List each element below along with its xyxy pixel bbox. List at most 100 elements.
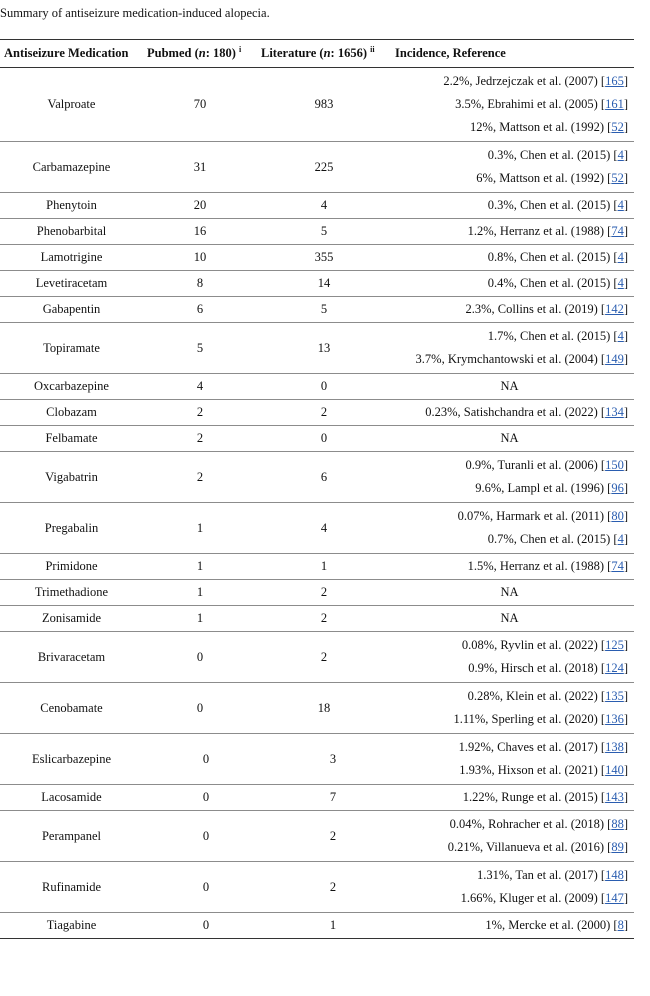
table-row: Felbamate 2 0 NA xyxy=(0,425,634,452)
literature-count-cell: 2 xyxy=(257,605,391,632)
reference-link[interactable]: 80 xyxy=(611,509,624,523)
reference-bracket: ] xyxy=(623,817,628,831)
incidence-cell: 1.22%, Runge et al. (2015) [143] xyxy=(391,784,634,811)
incidence-text: 0.28%, Klein et al. (2022) [ xyxy=(467,689,606,703)
incidence-text: 0.7%, Chen et al. (2015) [ xyxy=(487,532,618,546)
reference-link[interactable]: 74 xyxy=(611,559,624,573)
incidence-cell: 1%, Mercke et al. (2000) [8] xyxy=(391,912,634,939)
header-literature: Literature (n: 1656) ii xyxy=(257,39,391,68)
pubmed-count-cell: 1 xyxy=(143,502,257,554)
incidence-cell: NA xyxy=(391,425,634,452)
pubmed-count-cell: 0 xyxy=(143,861,257,913)
reference-link[interactable]: 150 xyxy=(605,458,624,472)
reference-link[interactable]: 4 xyxy=(617,276,624,290)
reference-link[interactable]: 4 xyxy=(617,198,624,212)
literature-count-cell: 13 xyxy=(257,322,391,374)
incidence-text: 1.66%, Kluger et al. (2009) [ xyxy=(460,891,606,905)
incidence-cell: NA xyxy=(391,373,634,400)
reference-link[interactable]: 148 xyxy=(605,868,624,882)
incidence-cell: 1.7%, Chen et al. (2015) [4] 3.7%, Krymch… xyxy=(391,322,634,374)
medication-cell: Lamotrigine xyxy=(0,244,143,271)
medication-cell: Eslicarbazepine xyxy=(0,733,143,785)
incidence-text: 0.08%, Ryvlin et al. (2022) [ xyxy=(461,638,606,652)
reference-link[interactable]: 88 xyxy=(611,817,624,831)
header-medication: Antiseizure Medication xyxy=(0,39,143,68)
literature-count-cell: 4 xyxy=(257,502,391,554)
header-incidence: Incidence, Reference xyxy=(391,39,634,68)
literature-count-cell: 225 xyxy=(257,141,391,193)
reference-bracket: ] xyxy=(623,276,628,290)
reference-link[interactable]: 125 xyxy=(605,638,624,652)
incidence-entry: 3.7%, Krymchantowski et al. (2004) [149] xyxy=(391,348,628,371)
reference-link[interactable]: 4 xyxy=(617,329,624,343)
incidence-cell: 1.2%, Herranz et al. (1988) [74] xyxy=(391,218,634,245)
reference-link[interactable]: 143 xyxy=(605,790,624,804)
reference-link[interactable]: 4 xyxy=(617,532,624,546)
pubmed-count-cell: 31 xyxy=(143,141,257,193)
incidence-entry: 0.08%, Ryvlin et al. (2022) [125] xyxy=(391,634,628,657)
reference-bracket: ] xyxy=(623,302,628,316)
reference-link[interactable]: 74 xyxy=(611,224,624,238)
incidence-entry: 1.5%, Herranz et al. (1988) [74] xyxy=(391,555,628,578)
incidence-entry: 1.66%, Kluger et al. (2009) [147] xyxy=(391,887,628,910)
literature-count-cell: 6 xyxy=(257,451,391,503)
reference-link[interactable]: 138 xyxy=(605,740,624,754)
reference-bracket: ] xyxy=(623,224,628,238)
reference-bracket: ] xyxy=(623,171,628,185)
reference-link[interactable]: 96 xyxy=(611,481,624,495)
incidence-entry: 1%, Mercke et al. (2000) [8] xyxy=(391,914,628,937)
reference-link[interactable]: 147 xyxy=(605,891,624,905)
table-row: Phenobarbital 16 5 1.2%, Herranz et al. (19… xyxy=(0,218,634,245)
reference-bracket: ] xyxy=(623,661,628,675)
incidence-entry: 9.6%, Lampl et al. (1996) [96] xyxy=(391,477,628,500)
reference-bracket: ] xyxy=(623,148,628,162)
literature-count-cell: 2 xyxy=(257,579,391,606)
incidence-entry: 0.3%, Chen et al. (2015) [4] xyxy=(391,144,628,167)
reference-link[interactable]: 149 xyxy=(605,352,624,366)
reference-link[interactable]: 140 xyxy=(605,763,624,777)
incidence-entry: 6%, Mattson et al. (1992) [52] xyxy=(391,167,628,190)
incidence-cell: 0.9%, Turanli et al. (2006) [150] 9.6%, L… xyxy=(391,451,634,503)
reference-link[interactable]: 124 xyxy=(605,661,624,675)
literature-count-cell: 1 xyxy=(257,912,391,939)
reference-bracket: ] xyxy=(623,74,628,88)
reference-link[interactable]: 4 xyxy=(617,148,624,162)
reference-bracket: ] xyxy=(623,689,628,703)
table-row: Cenobamate 0 18 0.28%, Klein et al. (2022) … xyxy=(0,682,634,734)
reference-link[interactable]: 161 xyxy=(605,97,624,111)
incidence-cell: 0.28%, Klein et al. (2022) [135] 1.11%, S… xyxy=(391,682,634,734)
reference-link[interactable]: 134 xyxy=(605,405,624,419)
table-row: Levetiracetam 8 14 0.4%, Chen et al. (2015)… xyxy=(0,270,634,297)
incidence-entry: 0.04%, Rohracher et al. (2018) [88] xyxy=(391,813,628,836)
medication-cell: Rufinamide xyxy=(0,861,143,913)
incidence-entry: 1.22%, Runge et al. (2015) [143] xyxy=(391,786,628,809)
table-row: Zonisamide 1 2 NA xyxy=(0,605,634,632)
reference-link[interactable]: 142 xyxy=(605,302,624,316)
incidence-cell: 0.3%, Chen et al. (2015) [4] 6%, Mattson … xyxy=(391,141,634,193)
incidence-cell: 1.5%, Herranz et al. (1988) [74] xyxy=(391,553,634,580)
medication-cell: Gabapentin xyxy=(0,296,143,323)
reference-link[interactable]: 135 xyxy=(605,689,624,703)
incidence-entry: 0.9%, Hirsch et al. (2018) [124] xyxy=(391,657,628,680)
table-row: Phenytoin 20 4 0.3%, Chen et al. (2015) [4] xyxy=(0,192,634,219)
reference-link[interactable]: 89 xyxy=(611,840,624,854)
incidence-text: 1.93%, Hixson et al. (2021) [ xyxy=(459,763,606,777)
pubmed-count-cell: 4 xyxy=(143,373,257,400)
incidence-cell: 0.3%, Chen et al. (2015) [4] xyxy=(391,192,634,219)
reference-link[interactable]: 4 xyxy=(617,250,624,264)
medication-cell: Clobazam xyxy=(0,399,143,426)
pubmed-count-cell: 5 xyxy=(143,322,257,374)
incidence-cell: 0.4%, Chen et al. (2015) [4] xyxy=(391,270,634,297)
reference-link[interactable]: 136 xyxy=(605,712,624,726)
pubmed-count-cell: 1 xyxy=(143,605,257,632)
pubmed-count-cell: 2 xyxy=(143,399,257,426)
incidence-text: 0.04%, Rohracher et al. (2018) [ xyxy=(449,817,612,831)
reference-bracket: ] xyxy=(623,250,628,264)
reference-link[interactable]: 8 xyxy=(617,918,624,932)
pubmed-count-cell: 0 xyxy=(143,682,257,734)
reference-link[interactable]: 52 xyxy=(611,120,624,134)
reference-bracket: ] xyxy=(623,918,628,932)
medication-cell: Zonisamide xyxy=(0,605,143,632)
reference-link[interactable]: 165 xyxy=(605,74,624,88)
reference-link[interactable]: 52 xyxy=(611,171,624,185)
